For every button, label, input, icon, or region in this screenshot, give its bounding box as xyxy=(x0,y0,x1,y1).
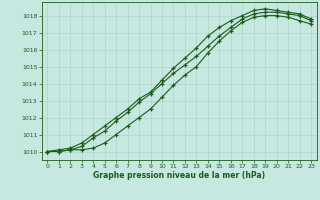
X-axis label: Graphe pression niveau de la mer (hPa): Graphe pression niveau de la mer (hPa) xyxy=(93,171,265,180)
